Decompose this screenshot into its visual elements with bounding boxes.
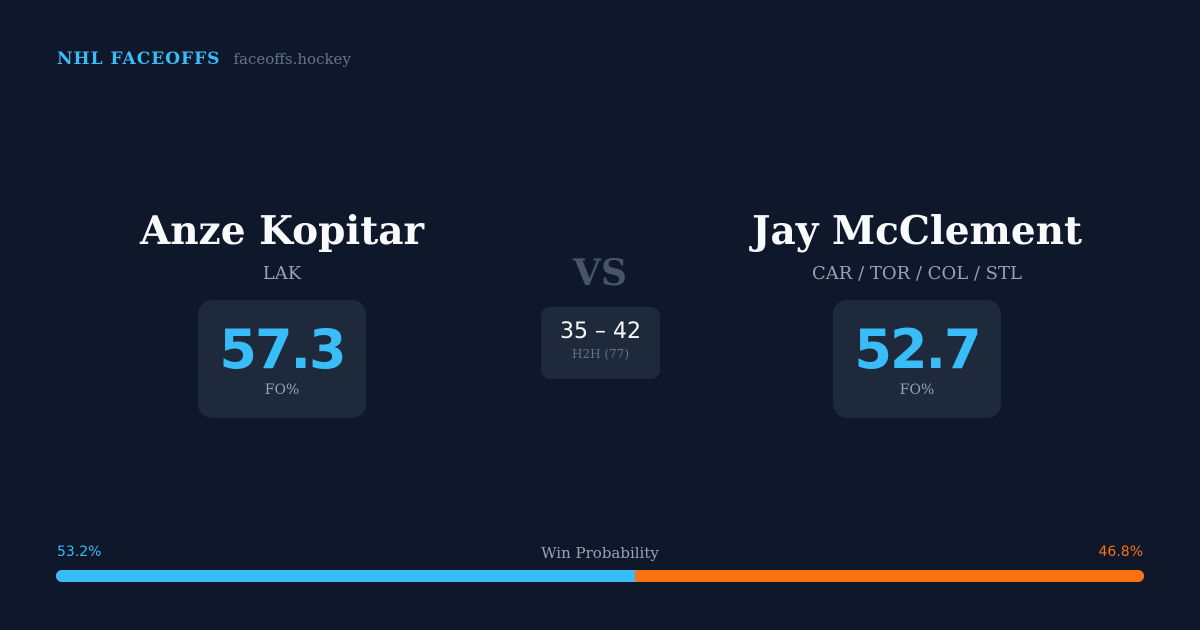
player-left: Anze Kopitar LAK 57.3 FO% <box>82 205 482 418</box>
win-probability-title: Win Probability <box>541 544 659 562</box>
head-to-head-label: H2H (77) <box>571 347 629 361</box>
win-probability-bar-left <box>56 570 635 582</box>
win-probability-bar <box>56 570 1144 582</box>
brand-header: NHL FACEOFFS faceoffs.hockey <box>57 49 351 69</box>
faceoff-percentage-card: 57.3 FO% <box>198 300 366 418</box>
vs-label: VS <box>573 252 627 294</box>
head-to-head-score: 35 – 42 <box>560 319 641 344</box>
win-probability-right: 46.8% <box>1098 544 1143 560</box>
brand-name: NHL FACEOFFS <box>57 49 221 69</box>
player-right: Jay McClement CAR / TOR / COL / STL 52.7… <box>717 205 1117 418</box>
player-team: LAK <box>262 263 302 284</box>
faceoff-percentage: 52.7 <box>854 318 981 381</box>
player-team: CAR / TOR / COL / STL <box>812 263 1022 284</box>
win-probability-bar-right <box>634 570 1144 582</box>
win-probability-left: 53.2% <box>57 544 102 560</box>
faceoff-label: FO% <box>899 382 935 398</box>
player-name: Jay McClement <box>752 208 1082 254</box>
player-name: Anze Kopitar <box>139 208 425 254</box>
faceoff-percentage-card: 52.7 FO% <box>833 300 1001 418</box>
head-to-head-card: 35 – 42 H2H (77) <box>541 307 660 379</box>
brand-url[interactable]: faceoffs.hockey <box>233 50 351 68</box>
faceoff-percentage: 57.3 <box>219 318 346 381</box>
faceoff-label: FO% <box>264 382 300 398</box>
